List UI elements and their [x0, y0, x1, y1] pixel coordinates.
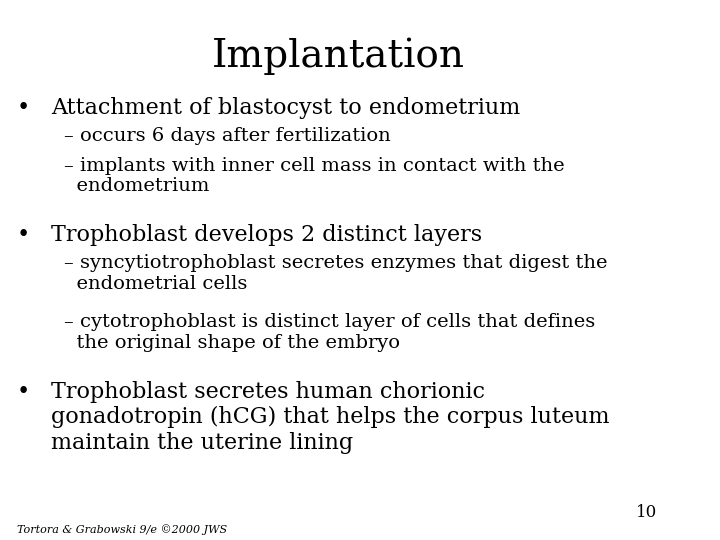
Text: – implants with inner cell mass in contact with the
  endometrium: – implants with inner cell mass in conta… — [64, 157, 565, 195]
Text: •: • — [17, 97, 30, 119]
Text: Attachment of blastocyst to endometrium: Attachment of blastocyst to endometrium — [51, 97, 520, 119]
Text: – cytotrophoblast is distinct layer of cells that defines
  the original shape o: – cytotrophoblast is distinct layer of c… — [64, 313, 595, 352]
Text: Tortora & Grabowski 9/e ©2000 JWS: Tortora & Grabowski 9/e ©2000 JWS — [17, 524, 227, 535]
Text: •: • — [17, 381, 30, 403]
Text: Trophoblast secretes human chorionic
gonadotropin (hCG) that helps the corpus lu: Trophoblast secretes human chorionic gon… — [51, 381, 609, 454]
Text: – occurs 6 days after fertilization: – occurs 6 days after fertilization — [64, 127, 391, 145]
Text: – syncytiotrophoblast secretes enzymes that digest the
  endometrial cells: – syncytiotrophoblast secretes enzymes t… — [64, 254, 608, 293]
Text: Implantation: Implantation — [212, 38, 465, 75]
Text: Trophoblast develops 2 distinct layers: Trophoblast develops 2 distinct layers — [51, 224, 482, 246]
Text: 10: 10 — [636, 504, 657, 521]
Text: •: • — [17, 224, 30, 246]
